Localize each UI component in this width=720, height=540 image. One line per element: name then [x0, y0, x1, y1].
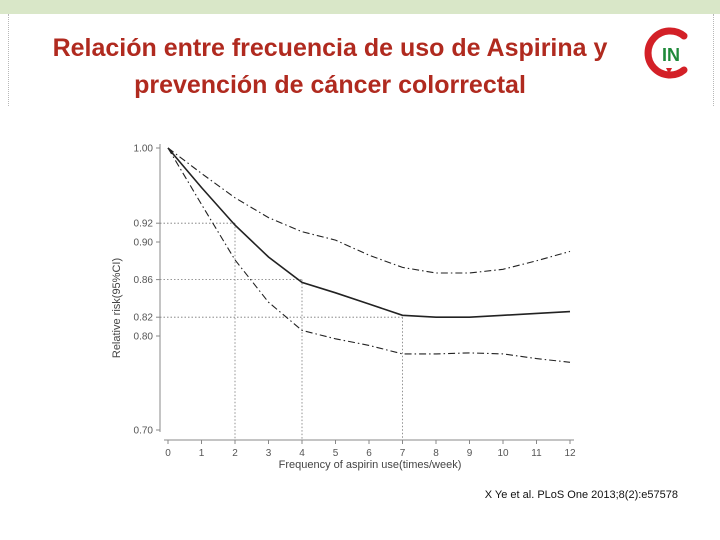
y-tick-label: 0.82	[134, 313, 154, 324]
reference-lines	[160, 222, 403, 440]
x-tick-label: 0	[165, 448, 171, 459]
series-line-upper	[167, 147, 571, 274]
x-tick-label: 2	[232, 448, 238, 459]
x-tick-label: 1	[199, 448, 205, 459]
tick-labels: 1.000.920.900.860.820.800.700 1 2 3 4 5 6 7 8 9 10…	[134, 144, 576, 460]
series-lines	[167, 147, 571, 363]
slide-title-line-2: prevención de cáncer colorrectal	[134, 71, 526, 99]
y-tick-label: 0.80	[134, 332, 154, 343]
y-tick-label: 1.00	[134, 144, 154, 155]
logo-text: IN	[662, 45, 680, 65]
x-tick-label: 10	[497, 448, 509, 459]
x-tick-label: 4	[299, 448, 305, 459]
y-tick-label: 0.70	[134, 426, 154, 437]
series-line-lower	[167, 147, 571, 363]
relative-risk-chart: 1.000.920.900.860.820.800.700 1 2 3 4 5 6 7 8 9 10…	[111, 144, 576, 472]
x-tick-label: 11	[531, 448, 542, 459]
series-line-estimate	[167, 147, 571, 318]
axes	[156, 144, 574, 444]
slide-title-line-1: Relación entre frecuencia de uso de Aspi…	[52, 34, 608, 62]
y-tick-label: 0.90	[134, 238, 154, 249]
y-tick-label: 0.92	[134, 219, 154, 230]
x-tick-label: 3	[266, 448, 272, 459]
y-tick-label: 0.86	[134, 275, 154, 286]
cin-logo-icon: IN	[644, 27, 688, 79]
top-accent-bar	[0, 0, 720, 14]
x-tick-label: 7	[400, 448, 406, 459]
x-tick-label: 6	[366, 448, 372, 459]
x-tick-label: 9	[467, 448, 473, 459]
x-tick-label: 5	[333, 448, 339, 459]
x-tick-label: 12	[564, 448, 576, 459]
citation: X Ye et al. PLoS One 2013;8(2):e57578	[484, 489, 678, 501]
title-frame	[8, 14, 714, 106]
y-axis-label: Relative risk(95%CI)	[111, 258, 123, 358]
x-axis-label: Frequency of aspirin use(times/week)	[279, 459, 462, 471]
x-tick-label: 8	[433, 448, 439, 459]
slide-title: Relación entre frecuencia de uso de Aspi…	[10, 30, 650, 104]
